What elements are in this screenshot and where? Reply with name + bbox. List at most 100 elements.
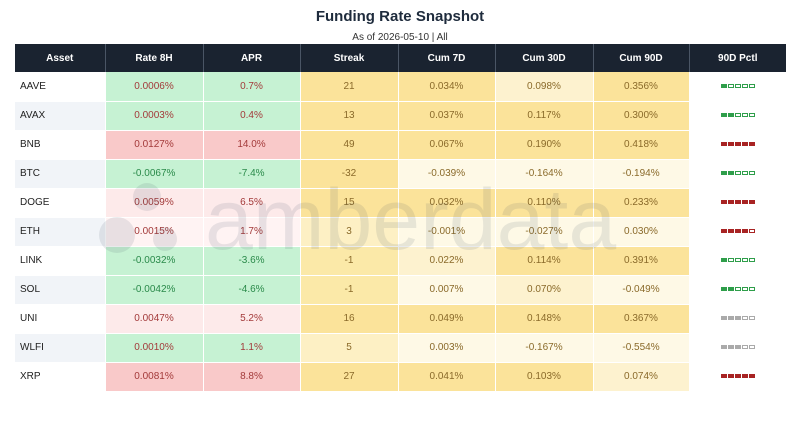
- cell-cum-90d: 0.030%: [593, 217, 690, 247]
- column-header-90d-pctl[interactable]: 90D Pctl: [689, 44, 786, 72]
- column-header-cum-90d[interactable]: Cum 90D: [593, 44, 690, 72]
- percentile-bar-icon: [720, 113, 755, 118]
- percentile-bar-icon: [720, 84, 755, 89]
- percentile-segment: [741, 229, 748, 234]
- table-header-row: Asset Rate 8H APR Streak Cum 7D Cum 30D …: [15, 44, 786, 72]
- table-row: UNI 0.0047% 5.2% 16 0.049% 0.148% 0.367%: [15, 304, 787, 334]
- percentile-segment: [727, 258, 734, 263]
- percentile-segment: [734, 113, 741, 118]
- cell-90d-pctl: [689, 246, 787, 276]
- page-subtitle: As of 2026-05-10 | All: [352, 32, 448, 43]
- percentile-bar-icon: [720, 345, 755, 350]
- table-row: DOGE 0.0059% 6.5% 15 0.032% 0.110% 0.233%: [15, 188, 787, 218]
- column-header-streak[interactable]: Streak: [300, 44, 399, 72]
- cell-streak: -1: [300, 246, 399, 276]
- cell-rate-8h: -0.0032%: [105, 246, 204, 276]
- cell-asset: LINK: [15, 246, 106, 276]
- cell-cum-7d: -0.001%: [398, 217, 496, 247]
- cell-cum-90d: 0.418%: [593, 130, 690, 160]
- cell-cum-90d: -0.554%: [593, 333, 690, 363]
- percentile-bar-icon: [720, 316, 755, 321]
- cell-90d-pctl: [689, 217, 787, 247]
- cell-streak: 3: [300, 217, 399, 247]
- percentile-segment: [741, 316, 748, 321]
- cell-cum-90d: 0.367%: [593, 304, 690, 334]
- percentile-segment: [734, 229, 741, 234]
- percentile-segment: [741, 84, 748, 89]
- column-header-cum-7d[interactable]: Cum 7D: [398, 44, 496, 72]
- cell-rate-8h: 0.0127%: [105, 130, 204, 160]
- cell-apr: 0.4%: [203, 101, 301, 131]
- table-row: XRP 0.0081% 8.8% 27 0.041% 0.103% 0.074%: [15, 362, 787, 392]
- cell-streak: 13: [300, 101, 399, 131]
- cell-apr: 0.7%: [203, 72, 301, 102]
- cell-apr: 14.0%: [203, 130, 301, 160]
- cell-cum-30d: 0.190%: [495, 130, 594, 160]
- percentile-bar-icon: [720, 287, 755, 292]
- cell-cum-30d: 0.110%: [495, 188, 594, 218]
- percentile-segment: [748, 113, 755, 118]
- table-row: SOL -0.0042% -4.6% -1 0.007% 0.070% -0.049%: [15, 275, 787, 305]
- percentile-segment: [727, 200, 734, 205]
- percentile-segment: [748, 345, 755, 350]
- cell-rate-8h: 0.0015%: [105, 217, 204, 247]
- cell-cum-30d: -0.167%: [495, 333, 594, 363]
- cell-rate-8h: 0.0006%: [105, 72, 204, 102]
- cell-cum-7d: -0.039%: [398, 159, 496, 189]
- cell-rate-8h: 0.0081%: [105, 362, 204, 392]
- cell-asset: BTC: [15, 159, 106, 189]
- cell-asset: BNB: [15, 130, 106, 160]
- cell-cum-30d: 0.098%: [495, 72, 594, 102]
- percentile-segment: [727, 287, 734, 292]
- percentile-segment: [741, 113, 748, 118]
- table-row: BTC -0.0067% -7.4% -32 -0.039% -0.164% -0.194%: [15, 159, 787, 189]
- percentile-segment: [748, 287, 755, 292]
- percentile-segment: [727, 229, 734, 234]
- cell-cum-90d: 0.356%: [593, 72, 690, 102]
- funding-rate-table: Asset Rate 8H APR Streak Cum 7D Cum 30D …: [15, 44, 787, 392]
- percentile-segment: [734, 258, 741, 263]
- column-header-rate-8h[interactable]: Rate 8H: [105, 44, 204, 72]
- cell-cum-90d: 0.233%: [593, 188, 690, 218]
- cell-streak: 15: [300, 188, 399, 218]
- table-row: LINK -0.0032% -3.6% -1 0.022% 0.114% 0.391%: [15, 246, 787, 276]
- percentile-segment: [748, 200, 755, 205]
- cell-rate-8h: -0.0067%: [105, 159, 204, 189]
- percentile-segment: [748, 258, 755, 263]
- cell-apr: 1.1%: [203, 333, 301, 363]
- cell-cum-90d: 0.391%: [593, 246, 690, 276]
- percentile-segment: [734, 345, 741, 350]
- percentile-segment: [720, 142, 727, 147]
- cell-apr: -3.6%: [203, 246, 301, 276]
- cell-apr: -4.6%: [203, 275, 301, 305]
- cell-streak: 27: [300, 362, 399, 392]
- percentile-segment: [727, 316, 734, 321]
- column-header-apr[interactable]: APR: [203, 44, 301, 72]
- cell-cum-30d: 0.114%: [495, 246, 594, 276]
- cell-90d-pctl: [689, 101, 787, 131]
- cell-90d-pctl: [689, 72, 787, 102]
- percentile-segment: [727, 345, 734, 350]
- percentile-bar-icon: [720, 200, 755, 205]
- percentile-segment: [734, 142, 741, 147]
- table-row: AVAX 0.0003% 0.4% 13 0.037% 0.117% 0.300%: [15, 101, 787, 131]
- percentile-segment: [720, 258, 727, 263]
- page-title: Funding Rate Snapshot: [315, 8, 485, 25]
- column-header-cum-30d[interactable]: Cum 30D: [495, 44, 594, 72]
- cell-cum-7d: 0.037%: [398, 101, 496, 131]
- cell-cum-7d: 0.003%: [398, 333, 496, 363]
- percentile-segment: [741, 374, 748, 379]
- percentile-bar-icon: [720, 258, 755, 263]
- cell-streak: -32: [300, 159, 399, 189]
- percentile-bar-icon: [720, 142, 755, 147]
- cell-cum-90d: -0.194%: [593, 159, 690, 189]
- percentile-segment: [720, 113, 727, 118]
- percentile-segment: [741, 171, 748, 176]
- cell-apr: 6.5%: [203, 188, 301, 218]
- cell-90d-pctl: [689, 188, 787, 218]
- percentile-bar-icon: [720, 171, 755, 176]
- percentile-segment: [720, 345, 727, 350]
- percentile-segment: [727, 84, 734, 89]
- column-header-asset[interactable]: Asset: [15, 44, 106, 72]
- cell-apr: 1.7%: [203, 217, 301, 247]
